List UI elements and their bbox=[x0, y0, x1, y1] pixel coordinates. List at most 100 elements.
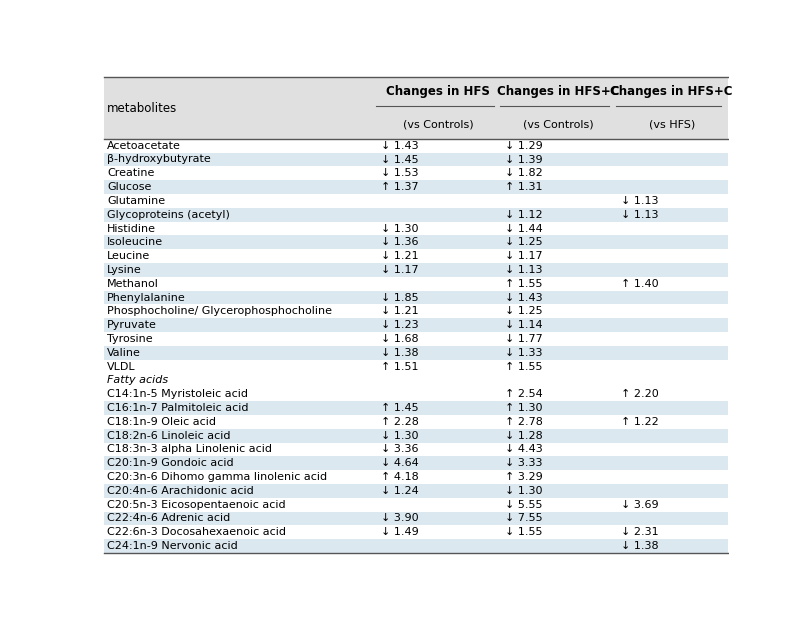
Text: ↑ 1.55: ↑ 1.55 bbox=[505, 361, 543, 371]
Bar bbox=[104, 388, 727, 401]
Text: ↓ 1.14: ↓ 1.14 bbox=[505, 320, 543, 330]
Text: Tyrosine: Tyrosine bbox=[107, 334, 152, 344]
Text: C18:1n-9 Oleic acid: C18:1n-9 Oleic acid bbox=[107, 417, 216, 427]
Text: ↑ 1.45: ↑ 1.45 bbox=[381, 403, 418, 413]
Text: ↓ 1.21: ↓ 1.21 bbox=[381, 306, 418, 316]
Bar bbox=[104, 180, 727, 194]
Text: ↓ 1.24: ↓ 1.24 bbox=[381, 486, 418, 496]
Bar bbox=[104, 167, 727, 180]
Text: ↓ 1.30: ↓ 1.30 bbox=[505, 486, 543, 496]
Text: ↓ 1.29: ↓ 1.29 bbox=[505, 140, 543, 150]
Bar bbox=[104, 208, 727, 222]
Bar bbox=[104, 429, 727, 442]
Text: ↓ 1.53: ↓ 1.53 bbox=[381, 168, 418, 178]
Text: C20:4n-6 Arachidonic acid: C20:4n-6 Arachidonic acid bbox=[107, 486, 254, 496]
Text: ↓ 3.90: ↓ 3.90 bbox=[381, 514, 418, 524]
Text: ↓ 1.33: ↓ 1.33 bbox=[505, 348, 543, 358]
Bar bbox=[104, 153, 727, 167]
Text: ↓ 4.43: ↓ 4.43 bbox=[505, 444, 543, 454]
Text: Valine: Valine bbox=[107, 348, 141, 358]
Text: C22:4n-6 Adrenic acid: C22:4n-6 Adrenic acid bbox=[107, 514, 230, 524]
Text: ↓ 1.28: ↓ 1.28 bbox=[505, 431, 543, 441]
Bar bbox=[104, 139, 727, 153]
Text: C14:1n-5 Myristoleic acid: C14:1n-5 Myristoleic acid bbox=[107, 389, 248, 399]
Bar bbox=[104, 291, 727, 305]
Text: ↓ 1.43: ↓ 1.43 bbox=[505, 293, 543, 303]
Bar bbox=[104, 263, 727, 277]
Text: ↑ 3.29: ↑ 3.29 bbox=[505, 472, 543, 482]
Text: ↑ 2.78: ↑ 2.78 bbox=[505, 417, 544, 427]
Text: Creatine: Creatine bbox=[107, 168, 154, 178]
Text: ↓ 1.23: ↓ 1.23 bbox=[381, 320, 418, 330]
Text: Leucine: Leucine bbox=[107, 251, 150, 261]
Text: ↓ 3.36: ↓ 3.36 bbox=[381, 444, 418, 454]
Text: Isoleucine: Isoleucine bbox=[107, 237, 163, 247]
Text: ↓ 1.13: ↓ 1.13 bbox=[505, 265, 543, 275]
Text: Methanol: Methanol bbox=[107, 279, 159, 289]
Text: ↓ 1.39: ↓ 1.39 bbox=[505, 155, 543, 165]
Bar bbox=[104, 470, 727, 484]
Text: ↓ 1.30: ↓ 1.30 bbox=[381, 431, 418, 441]
Text: Histidine: Histidine bbox=[107, 223, 156, 233]
Text: Glucose: Glucose bbox=[107, 182, 151, 192]
Text: ↓ 1.85: ↓ 1.85 bbox=[381, 293, 418, 303]
Bar bbox=[104, 318, 727, 332]
Bar bbox=[104, 401, 727, 415]
Text: (vs Controls): (vs Controls) bbox=[522, 119, 593, 129]
Text: Changes in HFS+C: Changes in HFS+C bbox=[611, 85, 733, 98]
Text: ↓ 1.55: ↓ 1.55 bbox=[505, 527, 543, 537]
Text: ↑ 1.55: ↑ 1.55 bbox=[505, 279, 543, 289]
Text: ↓ 1.44: ↓ 1.44 bbox=[505, 223, 543, 233]
Text: ↓ 1.25: ↓ 1.25 bbox=[505, 237, 543, 247]
Text: ↓ 1.38: ↓ 1.38 bbox=[620, 541, 659, 551]
Text: ↓ 1.30: ↓ 1.30 bbox=[381, 223, 418, 233]
Text: ↓ 2.31: ↓ 2.31 bbox=[620, 527, 659, 537]
Text: Acetoacetate: Acetoacetate bbox=[107, 140, 181, 150]
Text: ↓ 1.36: ↓ 1.36 bbox=[381, 237, 418, 247]
Text: ↑ 1.31: ↑ 1.31 bbox=[505, 182, 543, 192]
Bar bbox=[104, 484, 727, 498]
Text: C20:1n-9 Gondoic acid: C20:1n-9 Gondoic acid bbox=[107, 458, 233, 468]
Text: (vs Controls): (vs Controls) bbox=[403, 119, 473, 129]
Bar bbox=[104, 222, 727, 235]
Bar bbox=[104, 305, 727, 318]
Text: ↓ 5.55: ↓ 5.55 bbox=[505, 500, 543, 510]
Text: ↓ 1.77: ↓ 1.77 bbox=[505, 334, 543, 344]
Bar bbox=[104, 498, 727, 512]
Text: Phosphocholine/ Glycerophosphocholine: Phosphocholine/ Glycerophosphocholine bbox=[107, 306, 332, 316]
Text: ↑ 4.18: ↑ 4.18 bbox=[381, 472, 418, 482]
Text: ↑ 2.54: ↑ 2.54 bbox=[505, 389, 543, 399]
Text: ↓ 1.25: ↓ 1.25 bbox=[505, 306, 543, 316]
Text: ↓ 4.64: ↓ 4.64 bbox=[381, 458, 418, 468]
Text: C20:5n-3 Eicosopentaenoic acid: C20:5n-3 Eicosopentaenoic acid bbox=[107, 500, 285, 510]
Text: ↓ 1.13: ↓ 1.13 bbox=[620, 210, 658, 220]
Text: ↑ 1.22: ↑ 1.22 bbox=[620, 417, 659, 427]
Bar bbox=[104, 539, 727, 553]
Bar bbox=[104, 374, 727, 388]
Text: ↑ 2.20: ↑ 2.20 bbox=[620, 389, 659, 399]
Text: C22:6n-3 Docosahexaenoic acid: C22:6n-3 Docosahexaenoic acid bbox=[107, 527, 286, 537]
Text: ↑ 1.30: ↑ 1.30 bbox=[505, 403, 543, 413]
Text: Changes in HFS: Changes in HFS bbox=[386, 85, 490, 98]
Text: C18:3n-3 alpha Linolenic acid: C18:3n-3 alpha Linolenic acid bbox=[107, 444, 272, 454]
Text: ↓ 1.49: ↓ 1.49 bbox=[381, 527, 418, 537]
Text: ↓ 1.21: ↓ 1.21 bbox=[381, 251, 418, 261]
Text: ↑ 1.37: ↑ 1.37 bbox=[381, 182, 418, 192]
Text: Phenylalanine: Phenylalanine bbox=[107, 293, 185, 303]
Text: ↓ 3.33: ↓ 3.33 bbox=[505, 458, 543, 468]
Text: ↓ 3.69: ↓ 3.69 bbox=[620, 500, 659, 510]
Text: Glycoproteins (acetyl): Glycoproteins (acetyl) bbox=[107, 210, 230, 220]
Bar bbox=[104, 346, 727, 359]
Bar bbox=[104, 235, 727, 249]
Text: Pyruvate: Pyruvate bbox=[107, 320, 157, 330]
Text: Fatty acids: Fatty acids bbox=[107, 376, 168, 386]
Bar bbox=[104, 332, 727, 346]
Text: ↓ 7.55: ↓ 7.55 bbox=[505, 514, 543, 524]
Text: β-hydroxybutyrate: β-hydroxybutyrate bbox=[107, 155, 211, 165]
Text: (vs HFS): (vs HFS) bbox=[649, 119, 695, 129]
Bar bbox=[104, 415, 727, 429]
Text: Lysine: Lysine bbox=[107, 265, 142, 275]
Text: Glutamine: Glutamine bbox=[107, 196, 165, 206]
Text: C16:1n-7 Palmitoleic acid: C16:1n-7 Palmitoleic acid bbox=[107, 403, 249, 413]
Text: ↓ 1.45: ↓ 1.45 bbox=[381, 155, 418, 165]
